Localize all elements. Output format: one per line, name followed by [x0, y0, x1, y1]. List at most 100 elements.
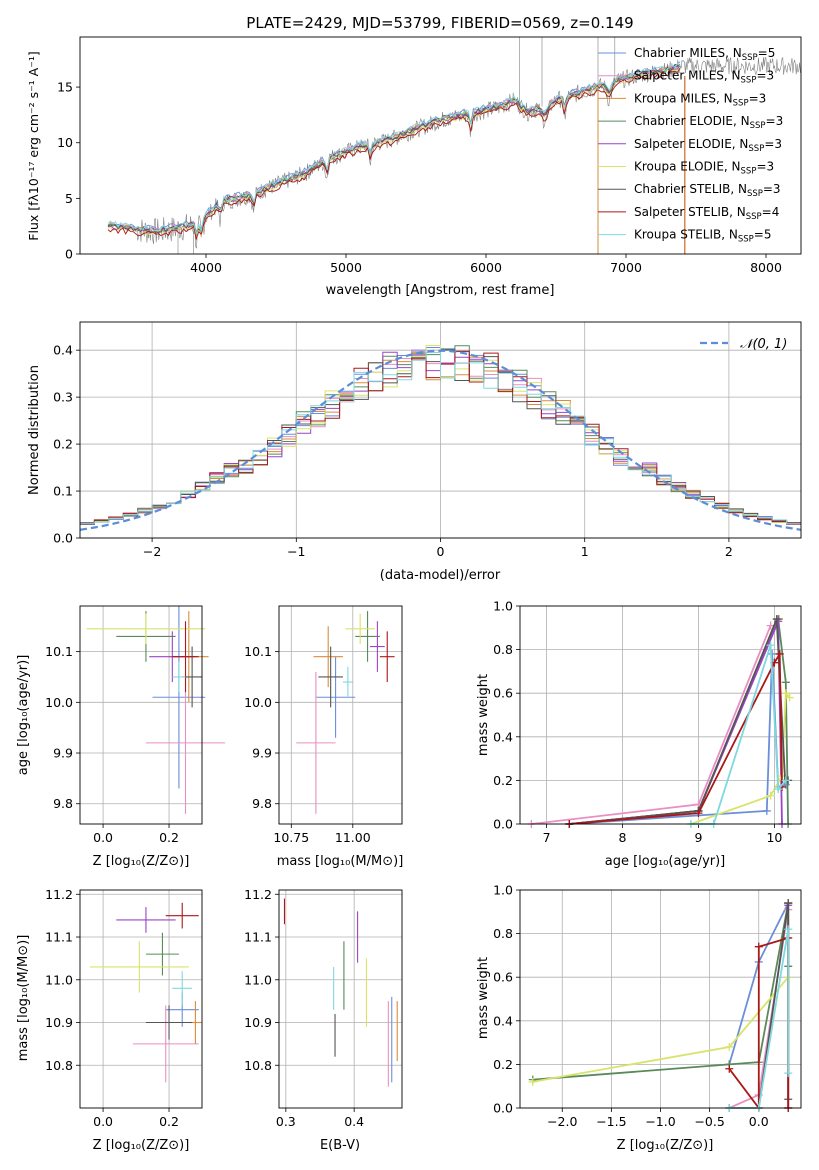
mwz-ytick-label: 0.0	[493, 1101, 513, 1116]
massebv-ytick-label: 11.0	[244, 972, 272, 987]
residuals-xtick-label: 2	[725, 544, 733, 559]
spectrum-xlabel: wavelength [Angstrom, rest frame]	[326, 283, 555, 298]
age-z-xlabel: Z [log₁₀(Z/Z⊙)]	[93, 854, 190, 869]
mass-weight-marker	[768, 649, 777, 658]
mwz-frame	[519, 889, 802, 1109]
agez-frame	[79, 605, 203, 825]
mass-weight-line	[569, 650, 783, 825]
residuals-panel: (data-model)/error Normed distribution −…	[27, 321, 802, 583]
mass-weight-marker	[775, 649, 784, 658]
massebv-xtick-label: 0.3	[276, 1114, 296, 1129]
mwage-ytick-label: 0.4	[493, 729, 513, 744]
mwz-ytick-label: 0.2	[493, 1057, 513, 1072]
legend-label: Chabrier MILES, NSSP=5	[634, 46, 775, 63]
residuals-frame	[79, 321, 802, 539]
residuals-xlabel: (data-model)/error	[380, 568, 501, 583]
mwz-xtick-label: −1.0	[645, 1114, 675, 1129]
mwage-ytick-label: 0.6	[493, 686, 513, 701]
spectrum-ytick-label: 10	[57, 135, 73, 150]
mass-weight-z-panel: Z [log₁₀(Z/Z⊙)] mass weight −2.0 −1.5 −1.0…	[476, 883, 802, 1153]
mass-weight-z-ylabel: mass weight	[476, 957, 491, 1039]
mwz-xtick-label: −0.5	[694, 1114, 724, 1129]
residual-histogram-step	[80, 352, 801, 525]
agez-ytick-label: 9.8	[53, 796, 73, 811]
mwz-ytick-label: 0.8	[493, 926, 513, 941]
mwz-xtick-label: −2.0	[547, 1114, 577, 1129]
massz-ytick-label: 10.9	[45, 1015, 73, 1030]
mass-weight-marker	[781, 776, 790, 785]
residuals-ytick-label: 0.0	[53, 531, 73, 546]
mwz-ytick-label: 0.6	[493, 970, 513, 985]
normal-curve-line	[79, 349, 802, 531]
agez-xtick-label: 0.0	[93, 830, 113, 845]
mass-weight-marker	[781, 689, 790, 698]
mass-weight-marker	[774, 785, 783, 794]
massebv-ytick-label: 11.2	[244, 887, 272, 902]
residuals-ytick-label: 0.4	[53, 343, 73, 358]
mwage-ytick-label: 0.0	[493, 817, 513, 832]
mass-weight-age-panel: age [log₁₀(age/yr)] mass weight 7 8 9 10 0.0…	[476, 599, 802, 869]
age-z-panel: Z [log₁₀(Z/Z⊙)] age [log₁₀(age/yr)] 0.0 0…	[16, 605, 226, 869]
spectrum-xtick-label: 5000	[330, 260, 362, 275]
mwz-xtick-label: 0.0	[749, 1114, 769, 1129]
mwage-ytick-label: 0.2	[493, 773, 513, 788]
mass-weight-marker	[772, 615, 781, 624]
model-spectrum-line	[107, 67, 681, 241]
legend-label: Kroupa MILES, NSSP=3	[634, 91, 766, 108]
mass-weight-marker	[725, 1064, 734, 1073]
agez-ytick-label: 9.9	[53, 746, 73, 761]
mass-weight-age-xlabel: age [log₁₀(age/yr)]	[605, 854, 726, 869]
residuals-ytick-label: 0.3	[53, 390, 73, 405]
mwage-frame	[519, 605, 802, 825]
mass-ebv-xlabel: E(B-V)	[320, 1138, 360, 1153]
legend-label: Salpeter STELIB, NSSP=4	[634, 205, 779, 222]
massebv-frame	[278, 889, 403, 1109]
mwage-xtick-label: 7	[543, 830, 551, 845]
spectrum-xtick-label: 7000	[610, 260, 642, 275]
spectrum-ytick-label: 5	[65, 191, 73, 206]
agez-xtick-label: 0.2	[159, 830, 179, 845]
mwz-xtick-label: −1.5	[596, 1114, 626, 1129]
mass-z-ylabel: mass [log₁₀(M/M⊙)]	[16, 935, 31, 1062]
mass-weight-marker	[784, 899, 793, 908]
massz-ytick-label: 11.2	[45, 887, 73, 902]
massebv-ytick-label: 10.8	[244, 1058, 272, 1073]
agemass-ytick-label: 9.8	[252, 796, 272, 811]
legend-label: Kroupa STELIB, NSSP=5	[634, 228, 772, 245]
legend-label: Salpeter ELODIE, NSSP=3	[634, 137, 782, 154]
residuals-ylabel: Normed distribution	[27, 365, 42, 495]
massebv-ytick-label: 11.1	[244, 930, 272, 945]
spectrum-xtick-label: 4000	[190, 260, 222, 275]
massz-ytick-label: 10.8	[45, 1058, 73, 1073]
massz-ytick-label: 11.1	[45, 930, 73, 945]
legend-label: Kroupa ELODIE, NSSP=3	[634, 160, 774, 177]
residuals-xtick-label: 0	[437, 544, 445, 559]
massz-ytick-label: 11.0	[45, 972, 73, 987]
residuals-xtick-label: −2	[143, 544, 161, 559]
agemass-xtick-label: 10.75	[273, 830, 309, 845]
legend-label: Chabrier STELIB, NSSP=3	[634, 182, 781, 199]
mass-weight-marker	[762, 806, 771, 815]
residuals-xtick-label: 1	[581, 544, 589, 559]
mass-weight-marker	[781, 678, 790, 687]
spectrum-frame	[79, 36, 802, 255]
massz-frame	[79, 889, 203, 1109]
model-spectrum-line	[107, 63, 681, 234]
residuals-xtick-label: −1	[287, 544, 305, 559]
mass-weight-marker	[785, 693, 794, 702]
mwage-xtick-label: 9	[694, 830, 702, 845]
agez-ytick-label: 10.0	[45, 695, 73, 710]
legend-label: Chabrier ELODIE, NSSP=3	[634, 114, 783, 131]
age-z-ylabel: age [log₁₀(age/yr)]	[16, 655, 31, 776]
mass-weight-age-ylabel: mass weight	[476, 674, 491, 756]
mass-weight-marker	[725, 1042, 734, 1051]
mass-weight-z-xlabel: Z [log₁₀(Z/Z⊙)]	[617, 1138, 714, 1153]
mwage-xtick-label: 10	[766, 830, 782, 845]
massz-xtick-label: 0.0	[93, 1114, 113, 1129]
model-spectrum-line	[107, 62, 681, 235]
mass-weight-marker	[528, 1077, 537, 1086]
mass-weight-marker	[766, 641, 775, 650]
legend-label: Salpeter MILES, NSSP=3	[634, 69, 774, 86]
mass-z-panel: Z [log₁₀(Z/Z⊙)] mass [log₁₀(M/M⊙)] 0.0 0.…	[16, 887, 203, 1153]
